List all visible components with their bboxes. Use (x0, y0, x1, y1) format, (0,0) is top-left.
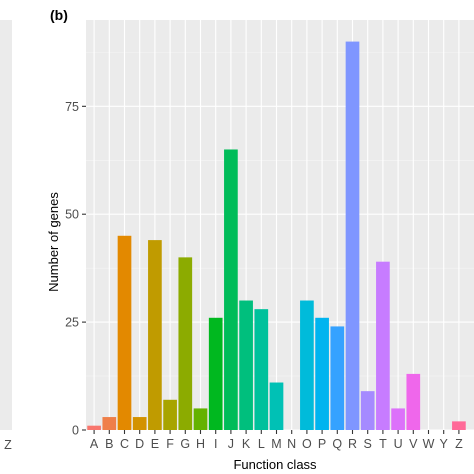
y-tick-label: 25 (65, 316, 79, 330)
x-tick-label-D: D (135, 437, 144, 451)
x-tick-label-Q: Q (332, 437, 342, 451)
x-tick-label-G: G (180, 437, 190, 451)
bar-U (391, 408, 405, 430)
x-tick-label-S: S (364, 437, 372, 451)
bar-L (254, 309, 269, 430)
bar-D (132, 417, 147, 430)
bar-E (148, 240, 162, 430)
bar-T (376, 261, 390, 430)
y-tick-label: 0 (72, 424, 79, 438)
x-tick-label-K: K (242, 437, 251, 451)
bar-J (224, 149, 238, 430)
left-panel-tick-label: Z (4, 438, 12, 452)
x-tick-label-L: L (258, 437, 265, 451)
bar-P (315, 317, 329, 430)
bar-R (345, 41, 360, 430)
y-axis: 0 25 50 75 (65, 100, 86, 438)
y-tick-label: 50 (65, 208, 79, 222)
x-axis-title: Function class (233, 457, 317, 472)
x-tick-label-A: A (90, 437, 99, 451)
bar-H (193, 408, 208, 430)
bar-C (117, 235, 132, 430)
x-tick-label-F: F (166, 437, 174, 451)
x-tick-label-B: B (105, 437, 113, 451)
left-panel-background (0, 20, 12, 430)
bar-I (208, 317, 223, 430)
bar-F (163, 399, 177, 430)
x-tick-label-E: E (151, 437, 159, 451)
x-tick-label-C: C (120, 437, 129, 451)
x-tick-label-Y: Y (440, 437, 449, 451)
x-tick-label-Z: Z (455, 437, 463, 451)
x-tick-label-V: V (409, 437, 418, 451)
x-tick-label-J: J (228, 437, 234, 451)
plot-background (86, 20, 474, 430)
bar-K (239, 300, 253, 430)
x-tick-label-R: R (348, 437, 357, 451)
y-axis-title: Number of genes (46, 192, 61, 292)
x-tick-label-T: T (379, 437, 387, 451)
bar-Z (452, 421, 466, 430)
bar-B (102, 417, 117, 430)
panel-label: (b) (50, 7, 68, 23)
x-tick-label-W: W (423, 437, 435, 451)
bar-Q (330, 326, 345, 430)
bars (87, 41, 466, 430)
x-tick-label-N: N (287, 437, 296, 451)
x-tick-label-O: O (302, 437, 312, 451)
x-tick-label-M: M (271, 437, 281, 451)
bar-G (178, 257, 193, 430)
bar-V (406, 373, 421, 430)
bar-A (87, 425, 101, 430)
bar-O (300, 300, 314, 430)
x-tick-label-U: U (394, 437, 403, 451)
bar-M (269, 382, 284, 430)
bar-S (360, 391, 375, 430)
x-tick-label-H: H (196, 437, 205, 451)
x-tick-label-P: P (318, 437, 326, 451)
x-tick-label-I: I (214, 437, 217, 451)
y-tick-label: 75 (65, 100, 79, 114)
